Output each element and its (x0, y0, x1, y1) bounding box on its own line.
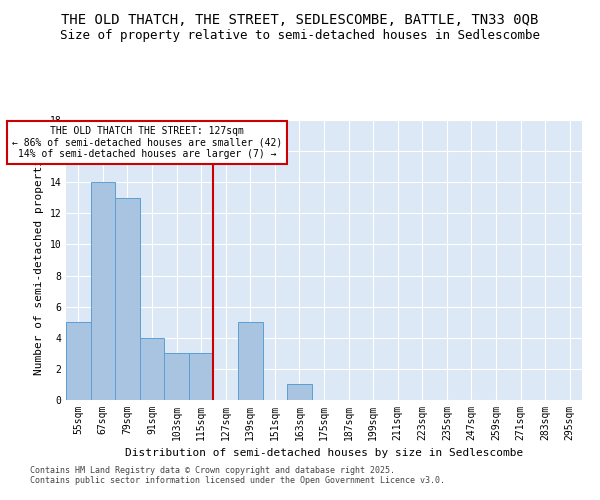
Bar (238, 322, 263, 400)
Bar (164, 354, 189, 400)
Text: Contains HM Land Registry data © Crown copyright and database right 2025.
Contai: Contains HM Land Registry data © Crown c… (30, 466, 445, 485)
Text: Size of property relative to semi-detached houses in Sedlescombe: Size of property relative to semi-detach… (60, 29, 540, 42)
Text: THE OLD THATCH, THE STREET, SEDLESCOMBE, BATTLE, TN33 0QB: THE OLD THATCH, THE STREET, SEDLESCOMBE,… (61, 12, 539, 26)
Bar (287, 384, 312, 400)
Bar (66, 322, 91, 400)
Bar (189, 354, 214, 400)
Bar (140, 338, 164, 400)
Y-axis label: Number of semi-detached properties: Number of semi-detached properties (34, 145, 44, 375)
X-axis label: Distribution of semi-detached houses by size in Sedlescombe: Distribution of semi-detached houses by … (125, 448, 523, 458)
Bar (91, 182, 115, 400)
Text: THE OLD THATCH THE STREET: 127sqm
← 86% of semi-detached houses are smaller (42): THE OLD THATCH THE STREET: 127sqm ← 86% … (12, 126, 282, 160)
Bar (115, 198, 140, 400)
